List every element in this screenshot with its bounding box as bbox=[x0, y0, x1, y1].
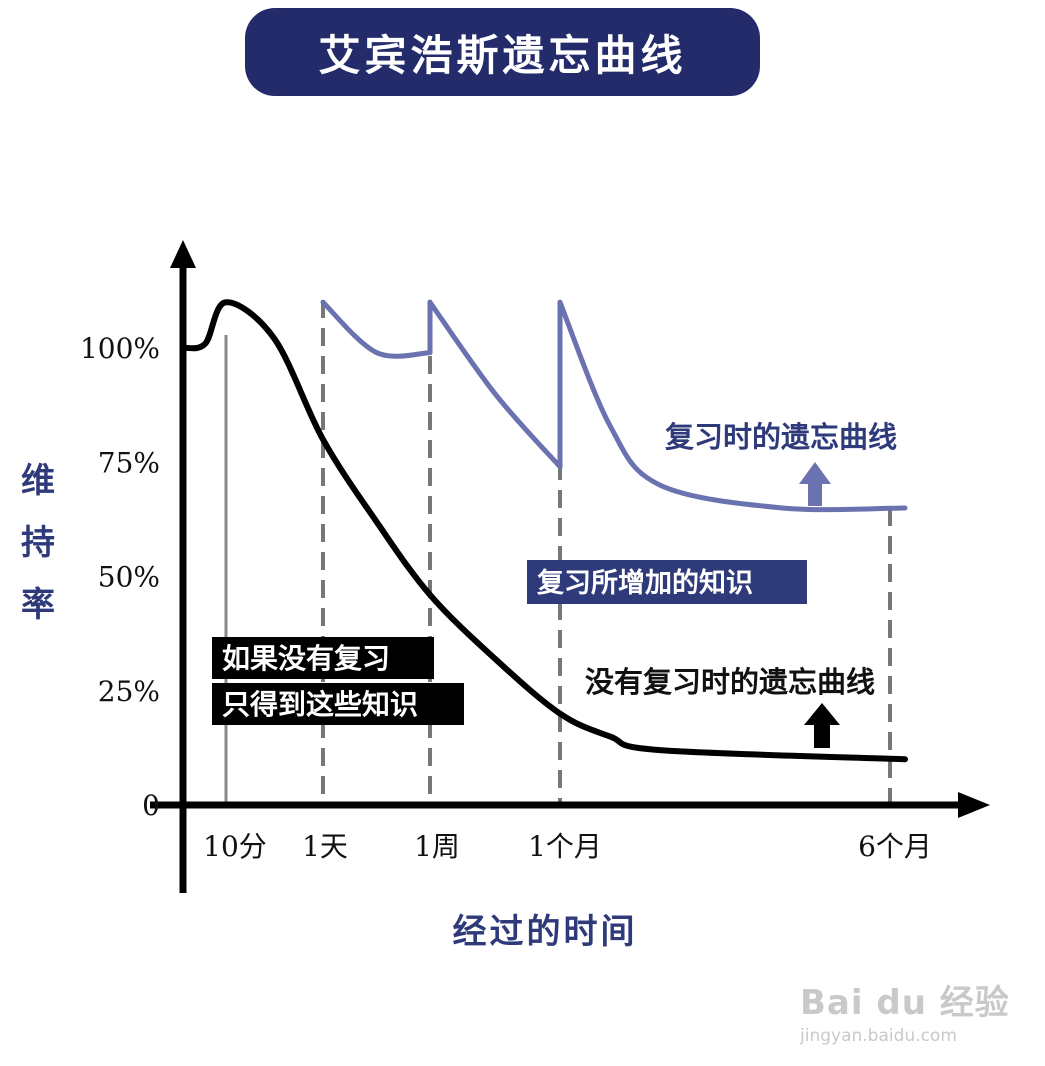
x-tick-label: 6个月 bbox=[858, 830, 932, 863]
y-axis-label-char: 率 bbox=[21, 585, 55, 625]
y-axis-label-char: 维 bbox=[21, 461, 55, 501]
review-curve-segment bbox=[320, 299, 433, 359]
y-tick-label: 100% bbox=[80, 332, 160, 365]
review-curve-segment bbox=[427, 299, 563, 470]
title-banner: 艾宾浩斯遗忘曲线 bbox=[245, 8, 760, 96]
gain-label: 复习所增加的知识 bbox=[537, 567, 753, 599]
y-tick-label: 75% bbox=[98, 446, 160, 479]
watermark-url: jingyan.baidu.com bbox=[800, 1026, 957, 1046]
no-review-curve bbox=[182, 299, 908, 763]
chart-title: 艾宾浩斯遗忘曲线 bbox=[318, 30, 687, 80]
y-tick-label: 50% bbox=[98, 561, 160, 594]
y-tick-label: 25% bbox=[98, 675, 160, 708]
y-axis-arrow bbox=[170, 240, 196, 268]
watermark: Bai du 经验 jingyan.baidu.com bbox=[800, 975, 1010, 1046]
watermark-main: Bai du 经验 bbox=[800, 983, 1010, 1023]
black-box-text: 只得到这些知识 bbox=[222, 688, 418, 721]
x-tick-label: 1周 bbox=[414, 830, 460, 863]
x-axis-label: 经过的时间 bbox=[453, 912, 638, 952]
review-curve-label: 复习时的遗忘曲线 bbox=[665, 420, 897, 454]
black-box-text: 如果没有复习 bbox=[222, 642, 390, 675]
review-curve-segment bbox=[557, 299, 908, 513]
up-arrow-icon bbox=[804, 703, 840, 748]
x-tick-label: 10分 bbox=[203, 830, 267, 863]
black-box-bg bbox=[212, 683, 464, 725]
no-review-label: 没有复习时的遗忘曲线 bbox=[585, 665, 875, 699]
x-tick-label: 1个月 bbox=[528, 830, 602, 863]
up-arrow-icon bbox=[799, 462, 831, 506]
gain-label-bg bbox=[527, 560, 807, 604]
x-axis-arrow bbox=[958, 792, 990, 818]
y-axis-label-char: 持 bbox=[21, 523, 55, 563]
black-box-bg bbox=[212, 637, 434, 679]
x-tick-label: 1天 bbox=[302, 830, 348, 863]
y-tick-label: 0 bbox=[142, 789, 160, 822]
